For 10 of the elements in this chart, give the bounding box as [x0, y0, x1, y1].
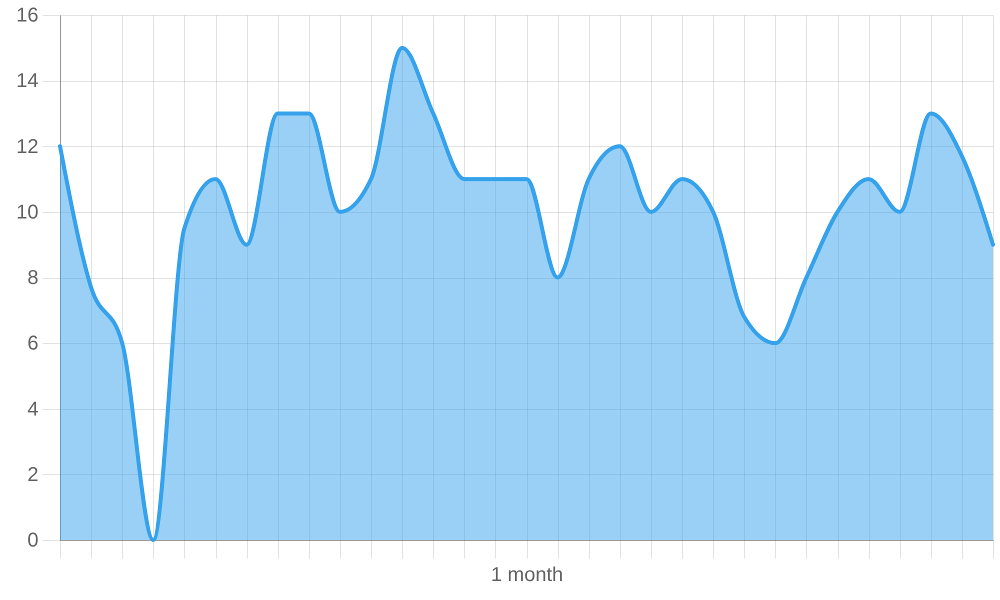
y-tick-label: 2: [27, 464, 38, 486]
x-axis-title: 1 month: [490, 564, 564, 586]
y-tick-label: 10: [16, 201, 38, 224]
y-tick-label: 6: [27, 332, 38, 355]
y-tick-label: 8: [27, 267, 38, 289]
y-tick-label: 12: [16, 136, 38, 158]
y-tick-label: 14: [16, 70, 38, 92]
y-tick-label: 4: [27, 398, 38, 420]
y-tick-label: 16: [16, 4, 38, 26]
y-tick-label: 0: [27, 530, 38, 552]
